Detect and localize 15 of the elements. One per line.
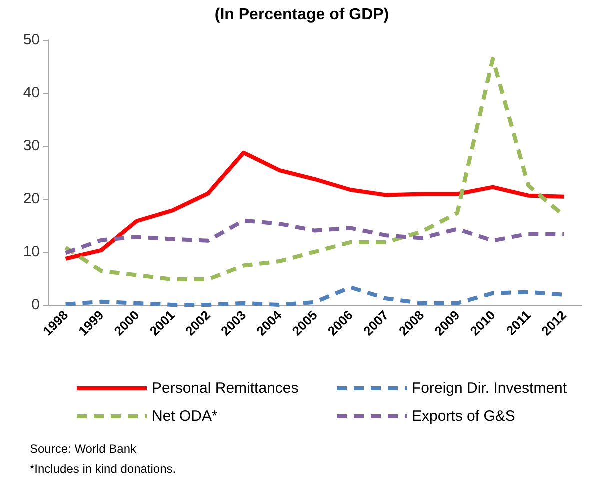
y-tick-label: 0 <box>32 296 40 314</box>
legend-label: Personal Remittances <box>152 380 299 397</box>
line-series <box>64 218 566 256</box>
line-series <box>64 150 566 261</box>
text: *Includes in kind donations. <box>30 462 176 476</box>
y-tick-label: 50 <box>23 32 40 48</box>
y-tick-label: 10 <box>23 244 40 260</box>
source-note: Source: World Bank <box>30 442 138 456</box>
legend-label: Net ODA* <box>152 408 218 425</box>
legend-label: Exports of G&S <box>412 408 516 425</box>
y-tick-label: 40 <box>23 84 40 102</box>
y-tick-label: 30 <box>23 138 40 154</box>
legend-label: Foreign Dir. Investment <box>412 380 568 397</box>
y-tick-label: 20 <box>23 190 40 208</box>
chart-title: (In Percentage of GDP) <box>214 6 390 24</box>
